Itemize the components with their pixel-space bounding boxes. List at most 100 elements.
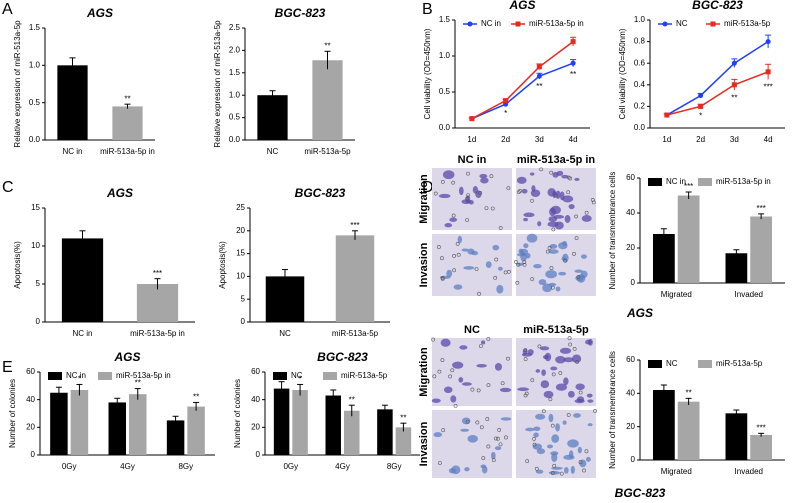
cell: [523, 217, 528, 222]
bar: [653, 390, 675, 460]
pore: [563, 258, 568, 263]
y-tick-label: 60: [626, 173, 635, 182]
error-bar: [297, 383, 304, 396]
pore: [450, 368, 455, 373]
chart-title: AGS: [86, 6, 113, 20]
pore: [516, 190, 521, 195]
cell: [532, 443, 543, 450]
cell: [490, 451, 496, 460]
caption: BGC-823: [615, 486, 666, 500]
pore: [551, 227, 556, 232]
legend-marker: [515, 21, 521, 27]
cell: [520, 248, 529, 255]
pore: [481, 456, 486, 461]
y-tick-label: 15: [236, 249, 245, 258]
y-tick-label: 1.0: [229, 90, 241, 99]
y-tick-label: 20: [251, 422, 260, 431]
cell: [492, 244, 500, 251]
panel-letter: E: [2, 359, 13, 376]
error-bar: [758, 213, 765, 220]
cell: [450, 395, 457, 403]
cell: [579, 459, 587, 468]
bar: [50, 392, 68, 455]
y-tick-label: 0: [36, 317, 41, 326]
bar: [187, 406, 205, 455]
cell: [551, 434, 560, 443]
cell: [563, 357, 574, 363]
x-tick-label: Invaded: [735, 290, 763, 299]
cell: [443, 386, 453, 394]
pore: [440, 358, 445, 363]
cell: [500, 417, 512, 421]
pore: [466, 193, 470, 198]
cell: [536, 448, 546, 455]
pore: [493, 275, 498, 280]
x-tick-label: miR-513a-5p in: [100, 147, 155, 156]
bar: [312, 60, 343, 141]
y-tick-label: 40: [26, 395, 35, 404]
cell: [451, 465, 461, 475]
pore: [489, 174, 494, 179]
y-tick-label: 1.5: [229, 68, 241, 77]
cell: [580, 270, 588, 279]
legend-label: NC: [291, 371, 303, 380]
y-tick-label: 0.4: [634, 80, 646, 89]
image-column-label: miR-513a-5p in: [517, 154, 596, 166]
cell: [555, 423, 560, 432]
bar: [273, 388, 290, 455]
cell: [499, 387, 512, 393]
bar: [129, 394, 147, 455]
cell: [551, 466, 563, 470]
image-row-label: Invasion: [418, 421, 430, 466]
bar: [725, 413, 748, 460]
pore: [498, 226, 503, 230]
y-tick-label: 10: [236, 272, 245, 281]
bar: [57, 65, 88, 140]
y-tick-label: 40: [626, 208, 635, 217]
micrograph: [432, 168, 512, 230]
pore: [451, 213, 456, 218]
y-axis-label: Apoptosis(%): [13, 241, 22, 289]
marker: [698, 93, 704, 99]
y-tick-label: 0: [241, 317, 246, 326]
y-tick-label: 20: [626, 422, 635, 431]
cell: [564, 214, 571, 223]
error-bar: [330, 389, 337, 402]
significance: **: [135, 379, 141, 388]
cell: [481, 465, 488, 474]
pore: [524, 391, 529, 396]
pore: [572, 346, 577, 351]
pore: [504, 435, 508, 440]
cell: [562, 253, 569, 263]
cell: [529, 172, 535, 176]
error-bar: [154, 278, 161, 290]
pore: [452, 253, 456, 258]
cell: [575, 383, 585, 391]
bar: [108, 402, 126, 455]
pore: [578, 390, 583, 395]
pore: [486, 383, 491, 388]
cell: [533, 432, 539, 438]
marker: [536, 64, 542, 70]
marker: [765, 69, 771, 75]
bar: [677, 401, 700, 460]
cell: [494, 362, 502, 371]
pore: [545, 249, 550, 254]
chart-title: AGS: [113, 350, 140, 364]
cell: [537, 221, 542, 227]
cell: [573, 413, 581, 418]
cell: [526, 233, 538, 243]
cell: [574, 177, 580, 181]
pore: [486, 444, 491, 449]
pore: [534, 466, 539, 471]
x-tick-label: 1d: [467, 135, 476, 144]
bar: [750, 216, 772, 283]
cell: [485, 261, 492, 268]
error-bar: [193, 401, 200, 411]
pore: [474, 267, 479, 272]
legend-swatch: [648, 178, 662, 186]
cell: [525, 252, 531, 259]
cell: [568, 203, 575, 210]
y-tick-label: 10: [31, 241, 40, 250]
